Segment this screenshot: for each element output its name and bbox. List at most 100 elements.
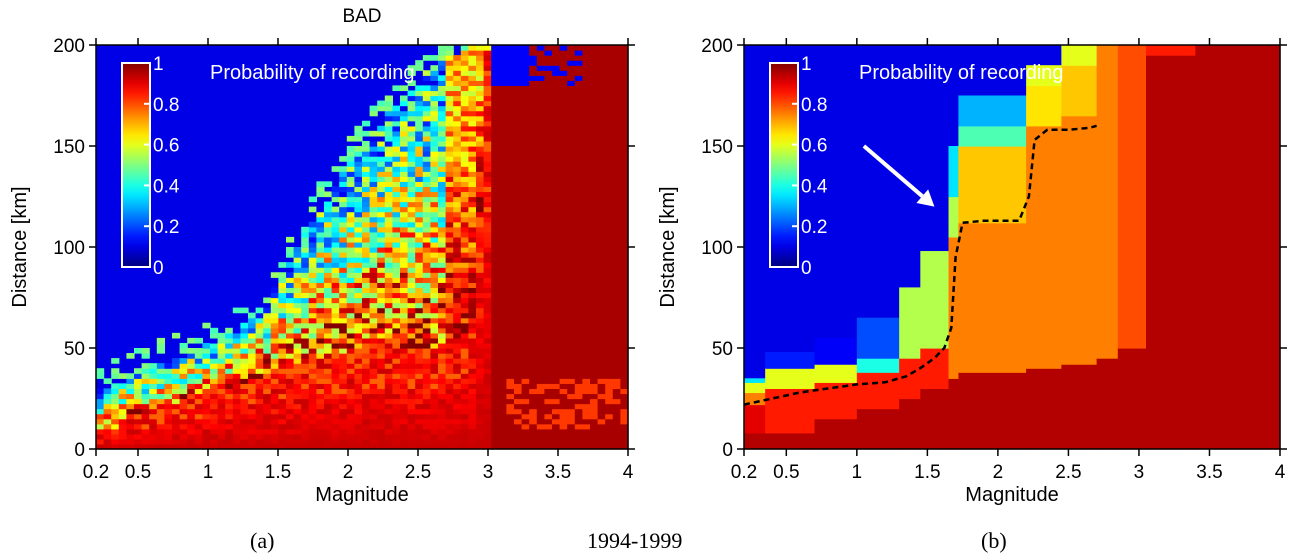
heatmap-cell — [544, 292, 552, 298]
heatmap-cell — [263, 328, 271, 334]
heatmap-cell — [423, 126, 431, 132]
heatmap-cell — [294, 298, 302, 304]
heatmap-cell — [347, 404, 355, 410]
heatmap-cell — [218, 424, 226, 430]
heatmap-cell — [294, 424, 302, 430]
heatmap-cell — [294, 328, 302, 334]
heatmap-cell — [506, 419, 514, 425]
heatmap-cell — [529, 45, 537, 51]
heatmap-cell — [560, 45, 568, 51]
heatmap-cell — [134, 373, 142, 379]
heatmap-cell — [529, 207, 537, 213]
heatmap-cell — [286, 343, 294, 349]
heatmap-cell — [446, 217, 454, 223]
heatmap-cell — [202, 424, 210, 430]
heatmap-cell — [377, 156, 385, 162]
heatmap-cell — [468, 414, 476, 420]
heatmap-cell — [522, 181, 530, 187]
heatmap-cell — [552, 80, 560, 86]
heatmap-cell — [423, 111, 431, 117]
heatmap-cell — [286, 383, 294, 389]
heatmap-cell — [385, 197, 393, 203]
heatmap-cell — [415, 202, 423, 208]
heatmap-cell — [537, 277, 545, 283]
heatmap-block — [949, 146, 959, 197]
heatmap-cell — [491, 388, 499, 394]
heatmap-cell — [544, 121, 552, 127]
heatmap-cell — [309, 409, 317, 415]
heatmap-cell — [491, 65, 499, 71]
heatmap-cell — [613, 383, 621, 389]
heatmap-cell — [491, 343, 499, 349]
heatmap-cell — [446, 323, 454, 329]
heatmap-cell — [438, 267, 446, 273]
heatmap-cell — [354, 318, 362, 324]
heatmap-cell — [537, 409, 545, 415]
heatmap-cell — [119, 373, 127, 379]
heatmap-cell — [309, 368, 317, 374]
heatmap-cell — [522, 126, 530, 132]
heatmap-cell — [506, 151, 514, 157]
heatmap-cell — [529, 247, 537, 253]
heatmap-cell — [605, 383, 613, 389]
heatmap-cell — [582, 353, 590, 359]
heatmap-cell — [301, 378, 309, 384]
heatmap-cell — [370, 368, 378, 374]
heatmap-cell — [332, 419, 340, 425]
heatmap-cell — [499, 318, 507, 324]
heatmap-cell — [240, 373, 248, 379]
heatmap-cell — [278, 414, 286, 420]
heatmap-cell — [590, 237, 598, 243]
heatmap-cell — [613, 242, 621, 248]
heatmap-cell — [271, 439, 279, 445]
heatmap-cell — [552, 262, 560, 268]
heatmap-cell — [294, 439, 302, 445]
heatmap-cell — [415, 399, 423, 405]
heatmap-cell — [461, 399, 469, 405]
heatmap-cell — [529, 298, 537, 304]
heatmap-cell — [408, 338, 416, 344]
heatmap-cell — [271, 303, 279, 309]
heatmap-cell — [400, 202, 408, 208]
heatmap-cell — [552, 212, 560, 218]
heatmap-cell — [430, 186, 438, 192]
heatmap-cell — [240, 363, 248, 369]
heatmap-cell — [605, 414, 613, 420]
heatmap-block — [1146, 45, 1196, 56]
heatmap-cell — [233, 424, 241, 430]
heatmap-cell — [499, 136, 507, 142]
heatmap-cell — [415, 393, 423, 399]
heatmap-cell — [347, 318, 355, 324]
heatmap-cell — [499, 207, 507, 213]
heatmap-cell — [286, 399, 294, 405]
heatmap-cell — [461, 237, 469, 243]
heatmap-cell — [301, 247, 309, 253]
heatmap-cell — [408, 267, 416, 273]
heatmap-cell — [278, 303, 286, 309]
heatmap-cell — [430, 176, 438, 182]
heatmap-cell — [415, 323, 423, 329]
heatmap-cell — [370, 282, 378, 288]
heatmap-cell — [301, 424, 309, 430]
heatmap-cell — [347, 227, 355, 233]
heatmap-cell — [567, 277, 575, 283]
heatmap-cell — [400, 434, 408, 440]
heatmap-cell — [180, 358, 188, 364]
heatmap-cell — [468, 388, 476, 394]
heatmap-cell — [446, 252, 454, 258]
heatmap-cell — [408, 111, 416, 117]
heatmap-cell — [377, 262, 385, 268]
heatmap-cell — [408, 101, 416, 107]
panel-b: 0.2 0.5 1 1.5 2 2.5 3 3.5 4050100150200 Probabil… — [657, 36, 1287, 506]
heatmap-cell — [560, 232, 568, 238]
heatmap-cell — [210, 368, 218, 374]
heatmap-cell — [339, 373, 347, 379]
heatmap-cell — [468, 186, 476, 192]
heatmap-cell — [476, 358, 484, 364]
heatmap-cell — [529, 252, 537, 258]
heatmap-cell — [544, 126, 552, 132]
heatmap-cell — [598, 318, 606, 324]
heatmap-cell — [567, 323, 575, 329]
heatmap-cell — [438, 111, 446, 117]
heatmap-cell — [438, 242, 446, 248]
